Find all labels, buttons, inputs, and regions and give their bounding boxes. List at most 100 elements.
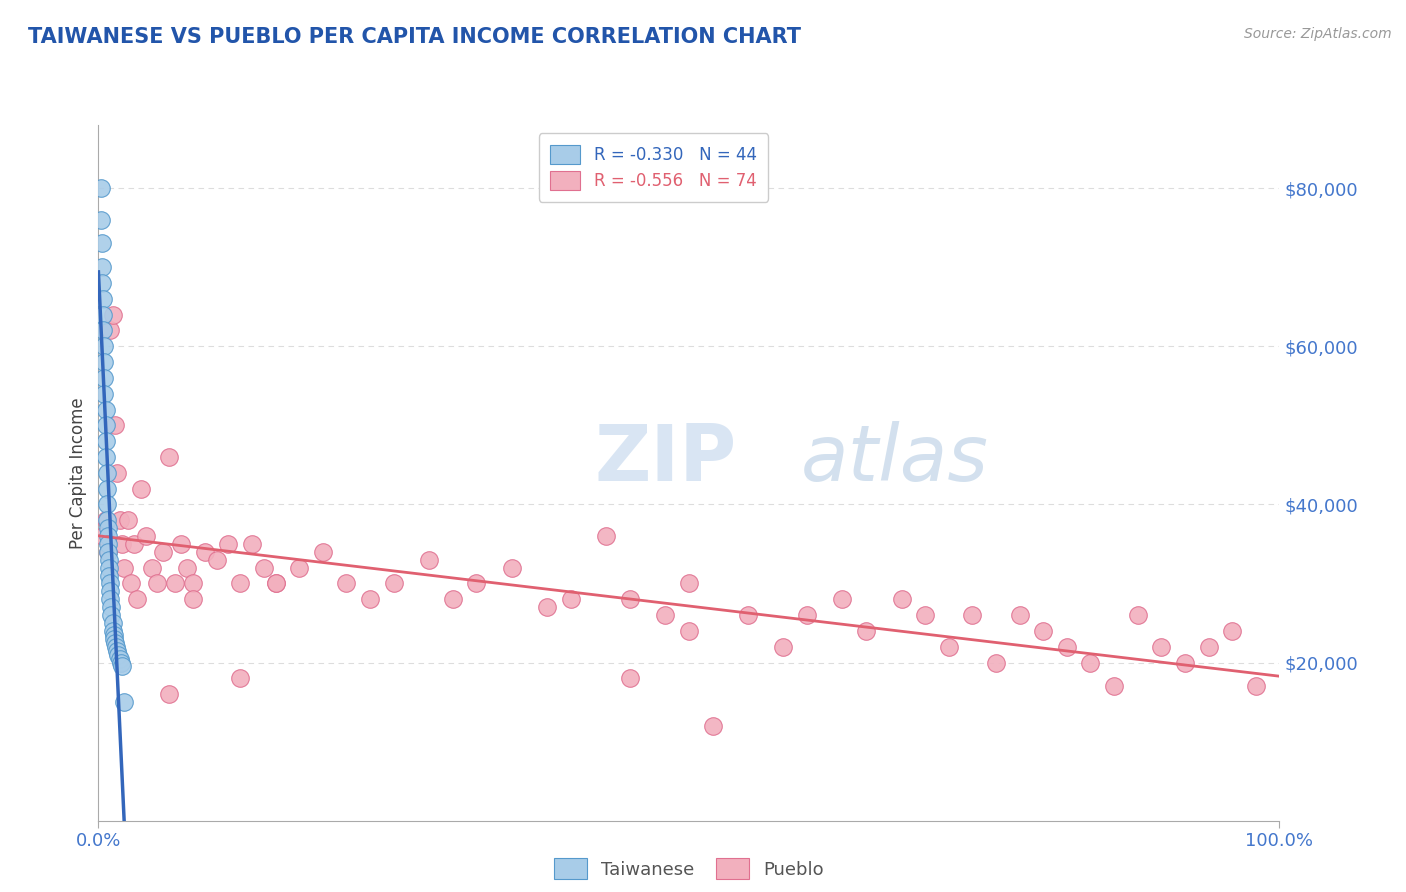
Point bbox=[112, 560, 135, 574]
Point bbox=[97, 529, 120, 543]
Point bbox=[105, 466, 128, 480]
Point bbox=[146, 576, 169, 591]
Point bbox=[98, 584, 121, 599]
Point bbox=[94, 513, 117, 527]
Point bbox=[229, 671, 252, 685]
Point bbox=[103, 628, 125, 642]
Point bbox=[100, 600, 122, 615]
Point bbox=[772, 640, 794, 654]
Point bbox=[217, 537, 239, 551]
Point bbox=[157, 450, 180, 464]
Point bbox=[97, 537, 120, 551]
Point bbox=[91, 276, 114, 290]
Point bbox=[121, 576, 143, 591]
Point bbox=[127, 592, 149, 607]
Point bbox=[91, 236, 114, 251]
Point bbox=[441, 592, 464, 607]
Point bbox=[152, 545, 174, 559]
Point bbox=[91, 308, 114, 322]
Point bbox=[96, 497, 118, 511]
Point bbox=[107, 648, 129, 662]
Point bbox=[501, 560, 523, 574]
Point bbox=[1174, 656, 1197, 670]
Point bbox=[97, 545, 120, 559]
Point bbox=[93, 355, 115, 369]
Point bbox=[108, 513, 131, 527]
Point bbox=[536, 600, 558, 615]
Point bbox=[264, 576, 287, 591]
Point bbox=[1220, 624, 1243, 638]
Point bbox=[1198, 640, 1220, 654]
Point bbox=[94, 402, 117, 417]
Point bbox=[1102, 679, 1125, 693]
Point bbox=[1150, 640, 1173, 654]
Point bbox=[831, 592, 853, 607]
Point bbox=[194, 545, 217, 559]
Point bbox=[1056, 640, 1078, 654]
Point bbox=[619, 592, 641, 607]
Point bbox=[101, 615, 124, 630]
Text: ZIP: ZIP bbox=[595, 421, 737, 497]
Point bbox=[98, 568, 121, 582]
Point bbox=[240, 537, 263, 551]
Point bbox=[103, 632, 125, 646]
Point bbox=[98, 576, 121, 591]
Point bbox=[104, 418, 127, 433]
Point bbox=[93, 386, 115, 401]
Point bbox=[984, 656, 1007, 670]
Point bbox=[93, 371, 115, 385]
Point bbox=[253, 560, 276, 574]
Point bbox=[91, 323, 114, 337]
Point bbox=[1080, 656, 1102, 670]
Point bbox=[96, 482, 118, 496]
Point bbox=[90, 212, 112, 227]
Point bbox=[111, 537, 134, 551]
Point bbox=[104, 636, 127, 650]
Point bbox=[855, 624, 877, 638]
Point bbox=[91, 260, 114, 275]
Point bbox=[98, 552, 121, 567]
Point bbox=[94, 434, 117, 449]
Point bbox=[112, 695, 135, 709]
Point bbox=[94, 418, 117, 433]
Point bbox=[264, 576, 287, 591]
Point bbox=[181, 576, 204, 591]
Text: atlas: atlas bbox=[801, 421, 988, 497]
Point bbox=[914, 608, 936, 623]
Point bbox=[122, 537, 145, 551]
Point bbox=[105, 640, 128, 654]
Point bbox=[702, 719, 724, 733]
Point bbox=[205, 552, 228, 567]
Text: Source: ZipAtlas.com: Source: ZipAtlas.com bbox=[1244, 27, 1392, 41]
Point bbox=[229, 576, 252, 591]
Y-axis label: Per Capita Income: Per Capita Income bbox=[69, 397, 87, 549]
Point bbox=[98, 592, 121, 607]
Point bbox=[97, 521, 120, 535]
Point bbox=[98, 323, 121, 337]
Point bbox=[117, 513, 139, 527]
Point bbox=[101, 308, 124, 322]
Point bbox=[382, 576, 405, 591]
Point bbox=[98, 560, 121, 574]
Point bbox=[170, 537, 193, 551]
Text: TAIWANESE VS PUEBLO PER CAPITA INCOME CORRELATION CHART: TAIWANESE VS PUEBLO PER CAPITA INCOME CO… bbox=[28, 27, 801, 46]
Point bbox=[105, 643, 128, 657]
Point bbox=[1244, 679, 1267, 693]
Point bbox=[890, 592, 912, 607]
Point bbox=[176, 560, 198, 574]
Point bbox=[91, 292, 114, 306]
Point bbox=[141, 560, 163, 574]
Point bbox=[110, 656, 132, 670]
Point bbox=[335, 576, 357, 591]
Point bbox=[108, 651, 131, 665]
Point bbox=[100, 608, 122, 623]
Point bbox=[101, 624, 124, 638]
Point bbox=[560, 592, 582, 607]
Point bbox=[678, 624, 700, 638]
Point bbox=[91, 529, 114, 543]
Legend: Taiwanese, Pueblo: Taiwanese, Pueblo bbox=[546, 849, 832, 888]
Point bbox=[129, 482, 152, 496]
Point bbox=[165, 576, 187, 591]
Point bbox=[359, 592, 381, 607]
Point bbox=[796, 608, 818, 623]
